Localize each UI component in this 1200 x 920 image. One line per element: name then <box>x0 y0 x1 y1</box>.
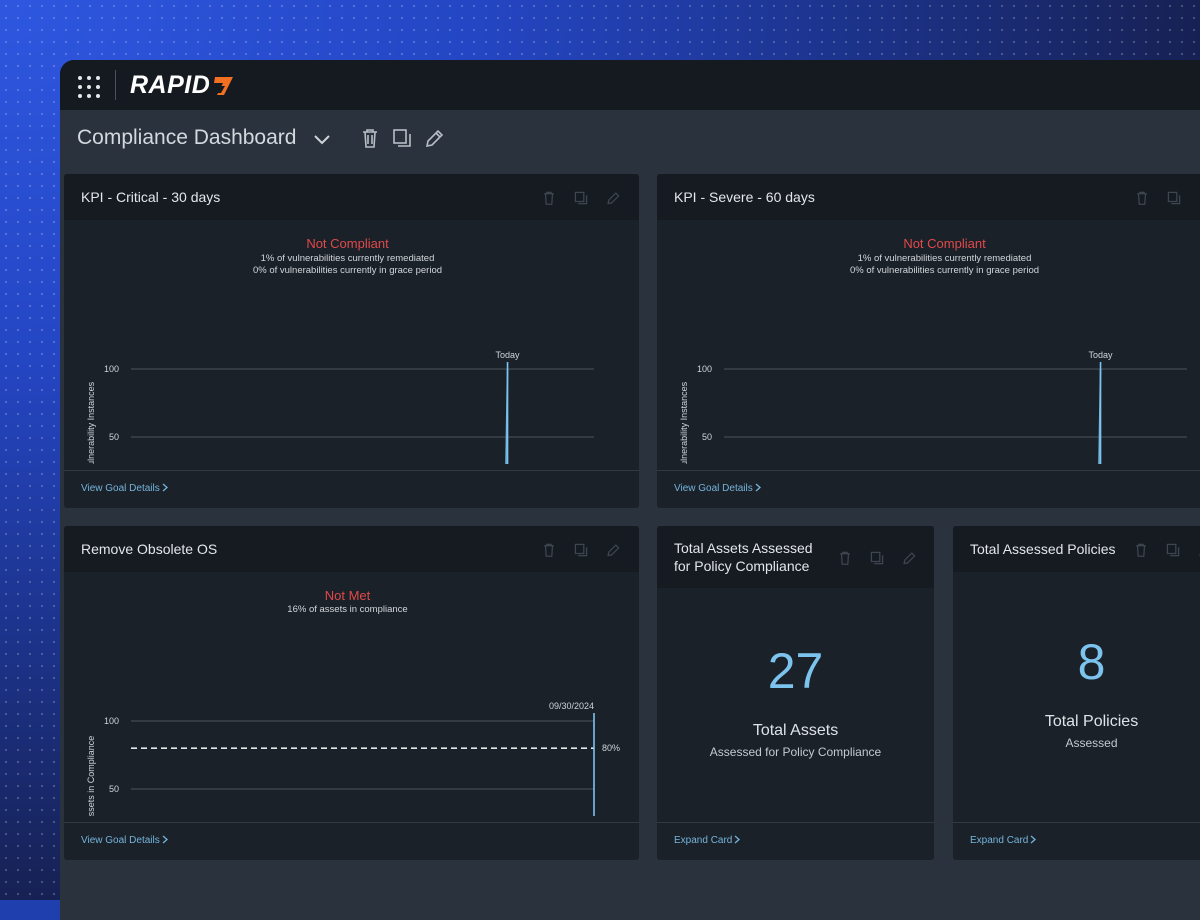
card-footer-divider <box>64 822 639 823</box>
view-goal-details-link[interactable]: View Goal Details <box>81 483 169 494</box>
series-line <box>505 368 509 464</box>
grace-period-text: 0% of vulnerabilities currently in grace… <box>849 265 1040 276</box>
pencil-icon[interactable] <box>606 190 620 206</box>
topbar-divider <box>115 70 116 100</box>
pencil-icon[interactable] <box>424 127 444 149</box>
y-tick-label: 100 <box>104 364 119 374</box>
copy-icon[interactable] <box>870 550 884 566</box>
grace-period-text: 0% of vulnerabilities currently in grace… <box>252 265 443 276</box>
kpi-severe-card: KPI - Severe - 60 days Not Compliant 1% … <box>657 174 1200 508</box>
trash-icon[interactable] <box>1134 542 1148 558</box>
card-footer-divider <box>657 470 1200 471</box>
dashboard-title: Compliance Dashboard <box>77 126 297 149</box>
goal-status: Not Met <box>324 588 371 603</box>
card-title: Total Assessed Policies <box>970 541 1116 557</box>
remediated-text: 1% of vulnerabilities currently remediat… <box>857 253 1032 264</box>
card-header: KPI - Severe - 60 days <box>657 174 1200 220</box>
card-footer-divider <box>64 470 639 471</box>
y-tick-label: 100 <box>104 716 119 726</box>
view-goal-details-link[interactable]: View Goal Details <box>674 483 762 494</box>
series-line <box>1098 368 1102 464</box>
card-header: Total Assessed Policies <box>953 526 1200 572</box>
y-axis-label: % of Vulnerability Instances <box>86 381 96 464</box>
y-axis-label: % of Assets in Compliance <box>86 736 96 816</box>
pencil-icon[interactable] <box>902 550 916 566</box>
apps-grid-icon[interactable] <box>78 76 100 98</box>
app-window: RAPID Compliance Dashboard <box>60 60 1200 920</box>
y-axis-label: % of Vulnerability Instances <box>679 381 689 464</box>
card-header: Remove Obsolete OS <box>64 526 639 572</box>
card-footer-divider <box>657 822 934 823</box>
trash-icon[interactable] <box>542 542 556 558</box>
total-assets-value: 27 <box>767 643 824 699</box>
link-label: Expand Card <box>674 835 733 846</box>
total-policies-card: Total Assessed Policies 8 Total Policies… <box>953 526 1200 860</box>
card-title: KPI - Critical - 30 days <box>81 189 221 205</box>
total-assets-card: Total Assets Assessed for Policy Complia… <box>657 526 934 860</box>
today-marker-label: Today <box>496 350 521 360</box>
card-footer-divider <box>953 822 1200 823</box>
y-tick-label: 50 <box>109 432 119 442</box>
link-label: Expand Card <box>970 835 1029 846</box>
chevron-right-icon <box>734 835 741 844</box>
trash-icon[interactable] <box>1135 190 1149 206</box>
expand-card-link[interactable]: Expand Card <box>674 835 741 846</box>
today-marker-label: 09/30/2024 <box>549 701 594 711</box>
compliance-status: Not Compliant <box>903 236 986 251</box>
pencil-icon[interactable] <box>606 542 620 558</box>
card-title-line1: Total Assets Assessed <box>674 540 813 556</box>
goal-label: 80% <box>602 743 620 753</box>
y-tick-label: 50 <box>702 432 712 442</box>
copy-icon[interactable] <box>574 190 588 206</box>
card-title: KPI - Severe - 60 days <box>674 189 815 205</box>
remediated-text: 1% of vulnerabilities currently remediat… <box>260 253 435 264</box>
card-header: KPI - Critical - 30 days <box>64 174 639 220</box>
chevron-right-icon <box>755 483 761 492</box>
copy-icon[interactable] <box>1167 190 1181 206</box>
dashboard-header: Compliance Dashboard <box>60 110 1200 174</box>
card-title-line2: for Policy Compliance <box>674 558 810 574</box>
trash-icon[interactable] <box>838 550 852 566</box>
compliance-status: Not Compliant <box>306 236 389 251</box>
remove-obsolete-os-card: Remove Obsolete OS Not Met 16% of assets… <box>64 526 639 860</box>
total-policies-sublabel: Assessed <box>1065 736 1118 750</box>
link-label: View Goal Details <box>81 835 160 846</box>
chevron-down-icon[interactable] <box>312 130 332 150</box>
logo-text: RAPID <box>130 70 211 99</box>
obsolete-os-chart: 050100% of Assets in ComplianceAPR 30MAY… <box>86 701 620 816</box>
expand-card-link[interactable]: Expand Card <box>970 835 1037 846</box>
card-title: Remove Obsolete OS <box>81 541 218 557</box>
total-policies-value: 8 <box>1077 634 1106 690</box>
compliance-percent-text: 16% of assets in compliance <box>287 604 408 615</box>
chevron-right-icon <box>162 483 168 492</box>
top-bar: RAPID <box>60 60 1200 110</box>
logo-seven-icon <box>214 77 234 95</box>
copy-icon[interactable] <box>574 542 588 558</box>
kpi-severe-chart: 050100% of Vulnerability InstancesAPR 30… <box>679 350 1187 464</box>
today-marker-label: Today <box>1089 350 1114 360</box>
card-header: Total Assets Assessed for Policy Complia… <box>657 526 934 588</box>
link-label: View Goal Details <box>674 483 753 494</box>
trash-icon[interactable] <box>360 127 380 149</box>
y-tick-label: 100 <box>697 364 712 374</box>
view-goal-details-link[interactable]: View Goal Details <box>81 835 169 846</box>
rapid7-logo[interactable]: RAPID <box>130 71 234 99</box>
copy-icon[interactable] <box>392 127 412 149</box>
link-label: View Goal Details <box>81 483 160 494</box>
kpi-critical-chart: 050100% of Vulnerability InstancesAPR 30… <box>86 350 594 464</box>
trash-icon[interactable] <box>542 190 556 206</box>
total-assets-label: Total Assets <box>752 722 839 739</box>
y-tick-label: 50 <box>109 784 119 794</box>
total-policies-label: Total Policies <box>1044 713 1139 730</box>
kpi-critical-card: KPI - Critical - 30 days Not Compliant 1… <box>64 174 639 508</box>
total-assets-sublabel: Assessed for Policy Compliance <box>709 745 882 759</box>
copy-icon[interactable] <box>1166 542 1180 558</box>
chevron-right-icon <box>1030 835 1037 844</box>
chevron-right-icon <box>162 835 168 844</box>
